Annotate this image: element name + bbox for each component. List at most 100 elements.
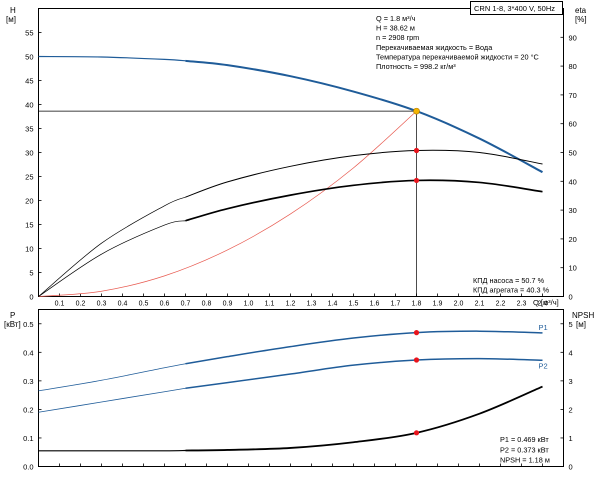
x-tick-label: 0.4	[118, 301, 128, 308]
unit-efficiency-curve-extension	[39, 221, 186, 297]
x-tick-label: 0.6	[160, 301, 170, 308]
x-tick-label: 0.5	[139, 301, 149, 308]
right-y-tick-label: 0	[569, 293, 573, 302]
bottom-right-y-tick-label: 3	[569, 377, 573, 386]
x-tick-label: 0.3	[97, 301, 107, 308]
left-y-tick-label: 55	[25, 29, 33, 38]
top-chart-marks: 0.1 0.2 0.3 0.4 0.5 0.6 0.7 0.8 0.9 1.0 1.1 1.2 1.3 1…	[25, 14, 577, 308]
x-tick-label: 2.4	[538, 301, 548, 308]
p2-power-curve	[186, 359, 543, 389]
bottom-left-y-tick-label: 0.2	[23, 405, 33, 414]
bottom-left-y-tick-label: 0.1	[23, 434, 33, 443]
bottom-right-y-tick-label: 0	[569, 463, 573, 472]
right-y-tick-label: 80	[569, 62, 577, 71]
left-y-tick-label: 15	[25, 221, 33, 230]
duty-info-line: Температура перекачиваемой жидкости = 20…	[376, 52, 539, 61]
efficiency-label: КПД агрегата = 40.3 %	[473, 286, 550, 295]
bottom-duty-point-marker	[414, 430, 419, 435]
pump-efficiency-curve	[186, 150, 543, 197]
duty-info-line: Q = 1.8 м³/ч	[376, 14, 416, 23]
right-y-tick-label: 10	[569, 264, 577, 273]
npsh-curve	[186, 387, 543, 451]
top-left-axis-title: H	[10, 6, 16, 15]
right-y-tick-label: 40	[569, 177, 577, 186]
duty-info-line: n = 2908 rpm	[376, 33, 419, 42]
right-y-tick-label: 20	[569, 235, 577, 244]
bottom-left-y-tick-label: 0.3	[23, 377, 33, 386]
top-right-axis-unit: [%]	[575, 15, 587, 24]
power-info-line: P2 = 0.373 кВт	[500, 445, 549, 454]
left-y-tick-label: 35	[25, 125, 33, 134]
top-left-axis-unit: [м]	[6, 15, 16, 24]
bottom-left-y-tick-label: 0.5	[23, 320, 33, 329]
x-tick-label: 1.6	[370, 301, 380, 308]
p1-power-curve-label: P1	[539, 323, 548, 332]
bottom-right-axis-unit: [м]	[576, 320, 586, 329]
head-curve	[186, 61, 543, 172]
duty-point-marker	[414, 178, 419, 183]
efficiency-label: КПД насоса = 50.7 %	[473, 276, 545, 285]
bottom-right-y-tick-label: 2	[569, 405, 573, 414]
x-tick-label: 1.4	[328, 301, 338, 308]
bottom-left-axis-unit: [кВт]	[4, 320, 21, 329]
bottom-right-y-tick-label: 1	[569, 434, 573, 443]
x-tick-label: 0.8	[202, 301, 212, 308]
x-tick-label: 2.3	[517, 301, 527, 308]
right-y-tick-label: 90	[569, 33, 577, 42]
x-tick-label: 2.1	[475, 301, 485, 308]
chart-title: CRN 1-8, 3*400 V, 50Hz	[474, 4, 555, 13]
left-y-tick-label: 10	[25, 245, 33, 254]
left-y-tick-label: 5	[29, 269, 33, 278]
x-tick-label: 1.2	[286, 301, 296, 308]
bottom-duty-point-marker	[414, 357, 419, 362]
p2-power-curve-label: P2	[539, 361, 548, 370]
duty-info-line: Плотность = 998.2 кг/м³	[376, 62, 456, 71]
p2-power-curve-extension	[39, 388, 186, 412]
bottom-right-y-tick-label: 5	[569, 320, 573, 329]
x-tick-label: 2.2	[496, 301, 506, 308]
left-y-tick-label: 45	[25, 77, 33, 86]
power-info-line: NPSH = 1.18 м	[500, 456, 550, 465]
left-y-tick-label: 40	[25, 101, 33, 110]
unit-efficiency-curve	[186, 180, 543, 220]
duty-point-marker	[414, 148, 419, 153]
right-y-tick-label: 50	[569, 149, 577, 158]
x-tick-label: 1.8	[412, 301, 422, 308]
x-tick-label: 0.9	[223, 301, 233, 308]
left-y-tick-label: 50	[25, 53, 33, 62]
duty-info-line: H = 38.62 м	[376, 24, 415, 33]
left-y-tick-label: 20	[25, 197, 33, 206]
bottom-left-y-tick-label: 0.0	[23, 463, 33, 472]
right-y-tick-label: 70	[569, 91, 577, 100]
system-curve	[39, 111, 417, 296]
bottom-left-axis-title: P	[10, 311, 15, 320]
x-tick-label: 1.7	[391, 301, 401, 308]
x-tick-label: 1.3	[307, 301, 317, 308]
left-y-tick-label: 25	[25, 173, 33, 182]
bottom-duty-point-marker	[414, 330, 419, 335]
x-tick-label: 1.1	[265, 301, 275, 308]
bottom-plot-frame	[39, 310, 564, 467]
x-tick-label: 0.1	[55, 301, 65, 308]
x-tick-label: 0.2	[76, 301, 86, 308]
left-y-tick-label: 0	[29, 293, 33, 302]
duty-point-marker	[414, 108, 420, 114]
head-curve-extension	[39, 57, 186, 61]
duty-info-line: Перекачиваемая жидкость = Вода	[376, 43, 493, 52]
x-tick-label: 0.7	[181, 301, 191, 308]
x-tick-label: 1.0	[244, 301, 254, 308]
right-y-tick-label: 60	[569, 120, 577, 129]
right-y-tick-label: 30	[569, 206, 577, 215]
x-tick-label: 1.9	[433, 301, 443, 308]
bottom-right-axis-title: NPSH	[572, 311, 594, 320]
p1-power-curve-extension	[39, 364, 186, 391]
bottom-left-y-tick-label: 0.4	[23, 348, 33, 357]
left-y-tick-label: 30	[25, 149, 33, 158]
pump-efficiency-curve-extension	[39, 197, 186, 296]
top-right-axis-title: eta	[575, 6, 587, 15]
power-info-line: P1 = 0.469 кВт	[500, 435, 549, 444]
x-tick-label: 2.0	[454, 301, 464, 308]
